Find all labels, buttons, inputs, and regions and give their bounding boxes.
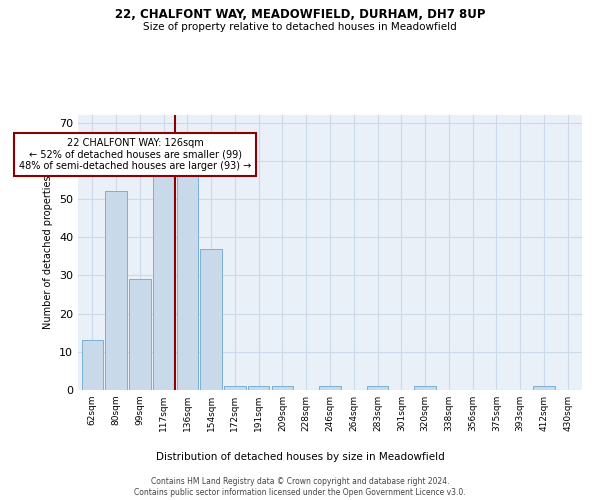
Text: Contains public sector information licensed under the Open Government Licence v3: Contains public sector information licen… (134, 488, 466, 497)
Bar (367, 386, 388, 390)
Bar (248, 386, 269, 390)
Bar (272, 386, 293, 390)
Text: 22, CHALFONT WAY, MEADOWFIELD, DURHAM, DH7 8UP: 22, CHALFONT WAY, MEADOWFIELD, DURHAM, D… (115, 8, 485, 20)
Text: Contains HM Land Registry data © Crown copyright and database right 2024.: Contains HM Land Registry data © Crown c… (151, 476, 449, 486)
Bar (106, 192, 127, 390)
Bar (224, 386, 245, 390)
Y-axis label: Number of detached properties: Number of detached properties (43, 176, 53, 330)
Text: 22 CHALFONT WAY: 126sqm
← 52% of detached houses are smaller (99)
48% of semi-de: 22 CHALFONT WAY: 126sqm ← 52% of detache… (19, 138, 251, 171)
Bar (153, 172, 174, 390)
Bar (319, 386, 341, 390)
Bar (82, 340, 103, 390)
Text: Distribution of detached houses by size in Meadowfield: Distribution of detached houses by size … (155, 452, 445, 462)
Bar (129, 279, 151, 390)
Text: Size of property relative to detached houses in Meadowfield: Size of property relative to detached ho… (143, 22, 457, 32)
Bar (176, 172, 198, 390)
Bar (415, 386, 436, 390)
Bar (533, 386, 554, 390)
Bar (200, 248, 222, 390)
